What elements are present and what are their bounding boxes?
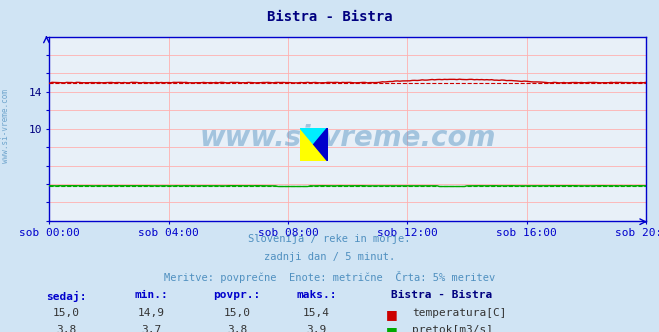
Text: 3,8: 3,8	[56, 325, 76, 332]
Polygon shape	[314, 128, 328, 161]
Text: povpr.:: povpr.:	[214, 290, 261, 300]
Text: 15,0: 15,0	[53, 308, 79, 318]
Text: 15,0: 15,0	[224, 308, 250, 318]
Text: min.:: min.:	[134, 290, 169, 300]
Text: 14,9: 14,9	[138, 308, 165, 318]
Text: Bistra - Bistra: Bistra - Bistra	[391, 290, 492, 300]
Text: pretok[m3/s]: pretok[m3/s]	[412, 325, 493, 332]
Text: Slovenija / reke in morje.: Slovenija / reke in morje.	[248, 234, 411, 244]
Text: temperatura[C]: temperatura[C]	[412, 308, 506, 318]
Text: 15,4: 15,4	[303, 308, 330, 318]
Text: zadnji dan / 5 minut.: zadnji dan / 5 minut.	[264, 252, 395, 262]
Text: 3,9: 3,9	[306, 325, 326, 332]
Text: sedaj:: sedaj:	[45, 290, 86, 301]
Text: ■: ■	[386, 308, 398, 321]
Text: 3,7: 3,7	[142, 325, 161, 332]
Text: Meritve: povprečne  Enote: metrične  Črta: 5% meritev: Meritve: povprečne Enote: metrične Črta:…	[164, 271, 495, 283]
Text: maks.:: maks.:	[296, 290, 337, 300]
Text: www.si-vreme.com: www.si-vreme.com	[1, 89, 10, 163]
Polygon shape	[300, 128, 328, 161]
Text: Bistra - Bistra: Bistra - Bistra	[267, 10, 392, 24]
Text: www.si-vreme.com: www.si-vreme.com	[200, 124, 496, 152]
Polygon shape	[300, 128, 328, 144]
Text: ■: ■	[386, 325, 398, 332]
Text: 3,8: 3,8	[227, 325, 247, 332]
